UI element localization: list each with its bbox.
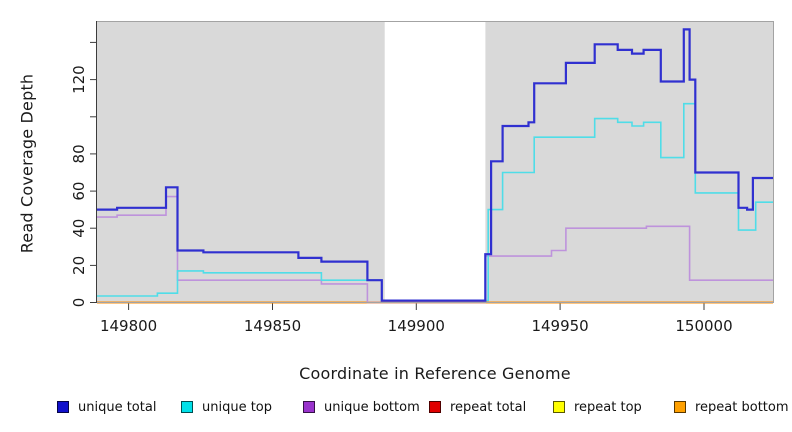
legend-swatch-unique-bottom	[303, 401, 315, 413]
legend-item-repeat-total: repeat total	[429, 399, 526, 415]
x-tick-label-149800: 149800	[100, 317, 157, 335]
series-line-unique-total	[97, 28, 773, 302]
legend-swatch-repeat-total	[429, 401, 441, 413]
legend-item-unique-bottom: unique bottom	[303, 399, 420, 415]
legend-item-repeat-bottom: repeat bottom	[674, 399, 789, 415]
x-axis-title: Coordinate in Reference Genome	[299, 364, 571, 383]
legend-swatch-unique-top	[181, 401, 193, 413]
y-tick-label-40: 40	[70, 219, 88, 238]
legend-item-unique-total: unique total	[57, 399, 156, 415]
legend-swatch-repeat-top	[553, 401, 565, 413]
chart-legend: unique total unique top unique bottom repea…	[0, 399, 792, 423]
y-tick-label-60: 60	[70, 182, 88, 201]
legend-item-repeat-top: repeat top	[553, 399, 642, 415]
x-tick-label-150000: 150000	[675, 317, 732, 335]
legend-label: unique top	[202, 399, 273, 415]
x-tick-label-149850: 149850	[244, 317, 301, 335]
legend-label: unique total	[78, 399, 157, 415]
y-tick-label-120: 120	[70, 65, 88, 94]
legend-item-unique-top: unique top	[181, 399, 272, 415]
legend-label: repeat bottom	[695, 399, 789, 415]
y-tick-label-20: 20	[70, 256, 88, 275]
x-tick-label-149900: 149900	[388, 317, 445, 335]
legend-label: unique bottom	[324, 399, 420, 415]
y-tick-label-0: 0	[70, 298, 88, 308]
legend-label: repeat total	[450, 399, 527, 415]
y-axis-title: Read Coverage Depth	[17, 73, 37, 254]
coverage-gap-region	[384, 22, 486, 302]
x-tick-label-149950: 149950	[531, 317, 588, 335]
legend-swatch-repeat-bottom	[674, 401, 686, 413]
legend-swatch-unique-total	[57, 401, 69, 413]
y-tick-label-80: 80	[70, 144, 88, 163]
legend-label: repeat top	[574, 399, 642, 415]
